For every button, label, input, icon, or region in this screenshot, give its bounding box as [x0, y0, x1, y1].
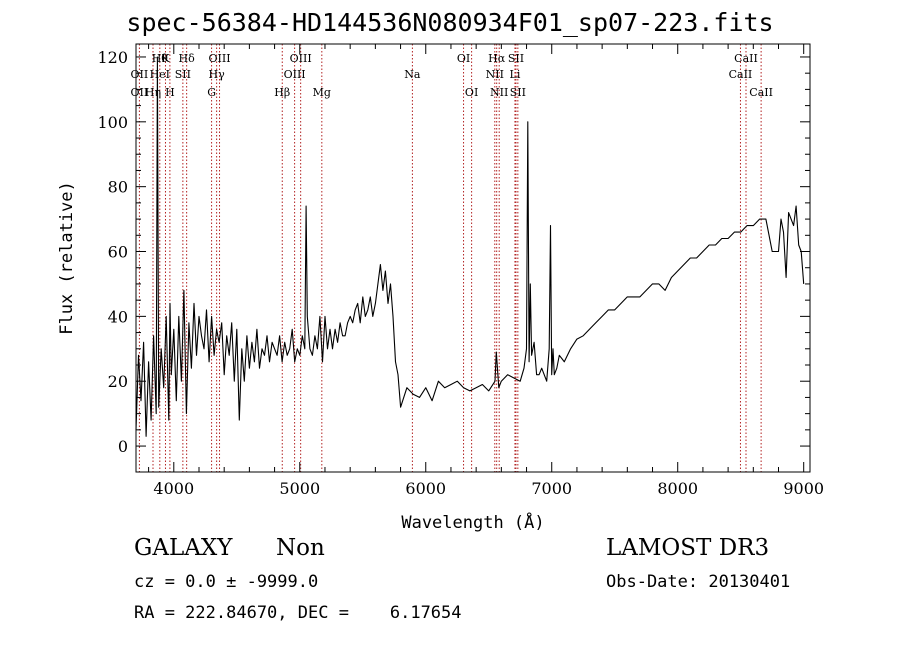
chart-title: spec-56384-HD144536N080934F01_sp07-223.f…	[126, 8, 774, 37]
spectrum-series	[135, 56, 805, 437]
line-label: OI	[457, 52, 470, 65]
line-label: HeI	[150, 68, 170, 81]
line-labels: OIIOIIHηHθHeIKHSIIHδGHγOIIIHβOIIIOIIIMgN…	[131, 52, 773, 99]
y-tick-label: 20	[108, 372, 128, 391]
line-label: OII	[131, 86, 149, 99]
y-tick-label: 40	[108, 307, 128, 326]
line-label: Hγ	[209, 68, 226, 81]
line-label: K	[161, 52, 170, 65]
line-label: Na	[404, 68, 421, 81]
obs-date-readout: Obs-Date: 20130401	[606, 572, 791, 592]
line-label: SII	[508, 52, 524, 65]
line-label: CaII	[749, 86, 773, 99]
line-label: CaII	[734, 52, 758, 65]
line-label: Hη	[145, 86, 161, 99]
redshift-readout: cz = 0.0 ± -9999.0	[134, 572, 319, 592]
x-tick-label: 5000	[279, 479, 320, 498]
line-label: NII	[486, 68, 504, 81]
line-label: H	[165, 86, 175, 99]
line-label: Hθ	[152, 52, 169, 65]
y-tick-label: 0	[118, 437, 128, 456]
x-tick-label: 4000	[153, 479, 194, 498]
x-tick-label: 7000	[531, 479, 572, 498]
axes: 4000 5000 6000 7000 8000 9000 0 20 40 60 80 100 120 W…	[57, 43, 824, 533]
coordinates-readout: RA = 222.84670, DEC = 6.17654	[134, 603, 462, 623]
x-axis-label: Wavelength (Å)	[401, 511, 544, 533]
line-label: Mg	[313, 86, 331, 99]
object-class-label: GALAXY	[134, 535, 233, 561]
y-tick-label: 60	[108, 243, 128, 262]
line-label: OIII	[208, 52, 230, 65]
x-tick-label: 9000	[783, 479, 824, 498]
y-tick-label: 80	[108, 178, 128, 197]
line-label: Hβ	[274, 86, 290, 99]
line-label: SII	[175, 68, 191, 81]
line-label: OI	[465, 86, 478, 99]
subclass-label: Non	[276, 535, 325, 561]
line-markers	[138, 44, 762, 472]
y-tick-label: 100	[97, 113, 128, 132]
line-label: Li	[510, 68, 521, 81]
x-tick-label: 8000	[657, 479, 698, 498]
line-label: CaII	[729, 68, 753, 81]
line-label: OIII	[290, 52, 312, 65]
line-label: SII	[510, 86, 526, 99]
line-label: OII	[131, 68, 149, 81]
line-label: NII	[490, 86, 508, 99]
survey-label: LAMOST DR3	[606, 535, 770, 561]
spectrum-line	[135, 56, 805, 437]
line-label: Hδ	[179, 52, 196, 65]
y-tick-label: 120	[97, 48, 128, 67]
line-label: OIII	[284, 68, 306, 81]
plot-frame	[135, 43, 811, 473]
line-label: G	[207, 86, 216, 99]
x-tick-label: 6000	[405, 479, 446, 498]
line-label: Hα	[488, 52, 506, 65]
y-axis-label: Flux (relative)	[57, 181, 77, 335]
